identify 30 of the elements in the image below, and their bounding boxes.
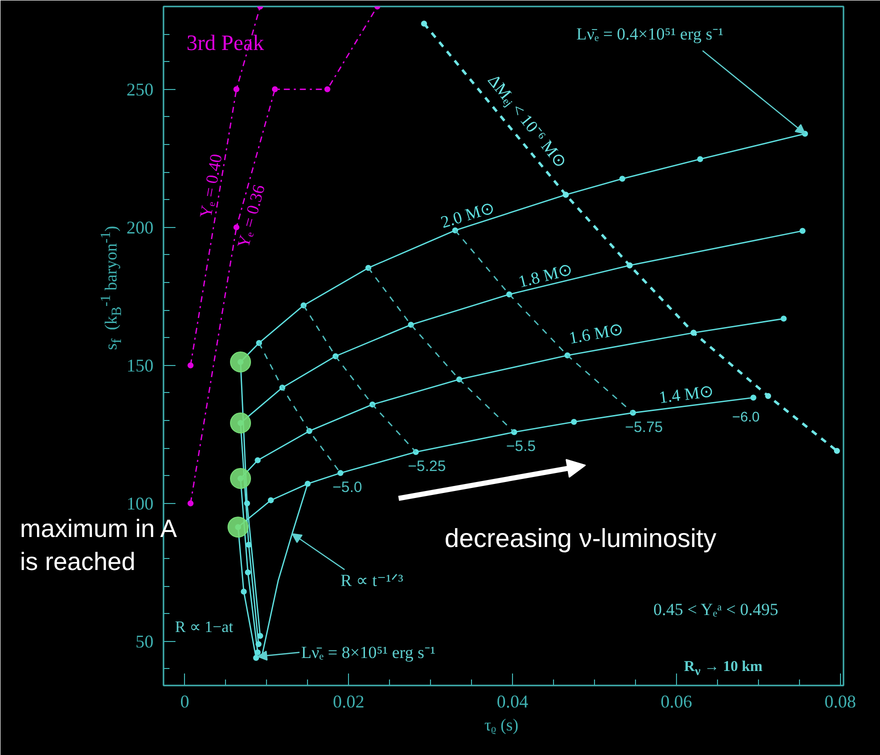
y-tick-label: 50 xyxy=(136,631,154,652)
x-tick-label: 0 xyxy=(180,692,190,712)
x-tick-label: 0.04 xyxy=(496,692,528,712)
y-tick-label: 200 xyxy=(126,217,154,238)
x-axis-title: τᵨ (s) xyxy=(484,716,518,734)
annotation: 0.45 < Yₑᵃ < 0.495 xyxy=(653,600,778,620)
x-tick-label: 0.06 xyxy=(660,692,692,712)
annotation: R ∝ t⁻¹ᐟ³ xyxy=(340,571,404,590)
annotation: 3rd Peak xyxy=(186,30,264,55)
y-tick-label: 250 xyxy=(126,79,154,100)
series-label: −5.0 xyxy=(332,478,362,496)
x-tick-label: 0.08 xyxy=(824,692,856,712)
annotation: Lν̄ₑ = 0.4×10⁵¹ erg s⁻¹ xyxy=(576,24,724,44)
text: 1.6 M⊙ xyxy=(568,319,625,348)
series-label: −5.25 xyxy=(408,458,446,475)
y-tick-label: 150 xyxy=(126,355,154,376)
y-tick-label: 100 xyxy=(126,493,154,514)
x-tick-label: 0.02 xyxy=(332,692,364,712)
annotation: Lν̄ₑ = 8×10⁵¹ erg s⁻¹ xyxy=(301,642,436,662)
text: 1.8 M⊙ xyxy=(516,260,574,292)
annotation: −6.0 xyxy=(732,408,760,424)
annotation: R$_{ν}$ → 10 km xyxy=(684,658,763,680)
text: 2.0 M⊙ xyxy=(438,198,496,232)
annotation: decreasing ν-luminosity xyxy=(444,522,716,553)
series-label: −5.75 xyxy=(624,418,663,436)
text: Yₑ = 0.36 xyxy=(234,182,269,250)
text: 1.4 M⊙ xyxy=(658,382,714,408)
series-label: −5.5 xyxy=(506,438,536,456)
annotation: R ∝ 1−at xyxy=(174,619,234,636)
text: Yₑ = 0.40 xyxy=(196,152,226,220)
